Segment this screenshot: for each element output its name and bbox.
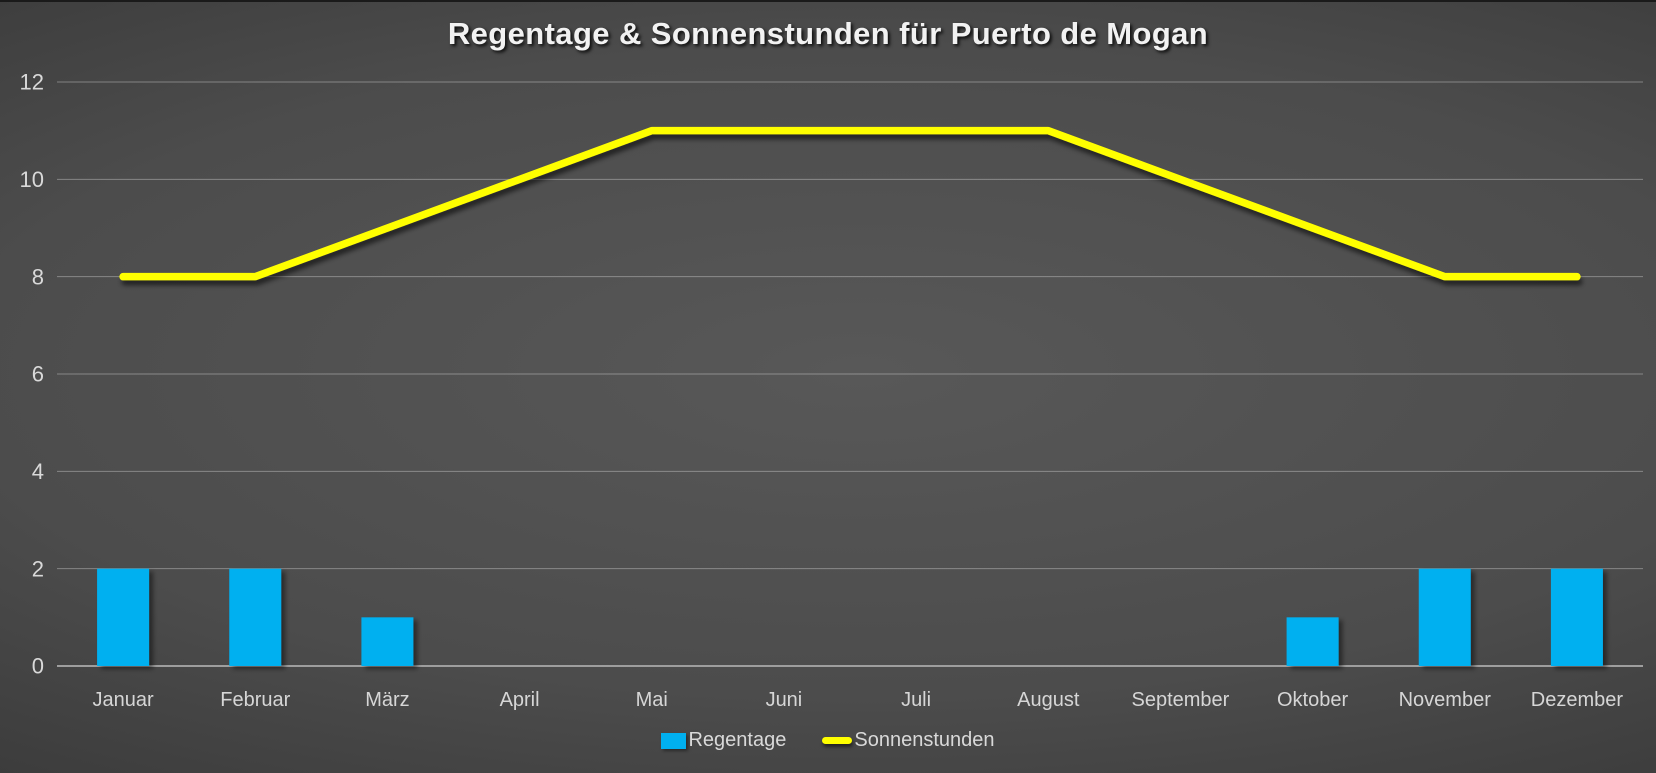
legend: Regentage Sonnenstunden (0, 729, 1656, 752)
y-tick-label-0: 0 (32, 654, 44, 679)
legend-item-regentage: Regentage (661, 729, 786, 752)
y-tick-label-2: 2 (32, 556, 44, 581)
bar-m-rz (361, 617, 414, 666)
legend-label-sonnenstunden: Sonnenstunden (854, 729, 995, 751)
x-label-juli: Juli (901, 689, 931, 711)
sonnenstunden-line-swatch (822, 737, 853, 744)
y-tick-label-12: 12 (20, 70, 44, 95)
regentage-bar-swatch (661, 732, 687, 749)
y-tick-label-8: 8 (32, 264, 44, 289)
chart-title: Regentage & Sonnenstunden für Puerto de … (447, 16, 1209, 51)
x-label-dezember: Dezember (1531, 689, 1624, 711)
x-label-oktober: Oktober (1277, 689, 1348, 711)
x-label-mai: Mai (636, 689, 668, 711)
bar-dezember (1550, 568, 1603, 666)
bar-november (1418, 568, 1471, 666)
y-tick-label-4: 4 (32, 459, 44, 484)
x-label-april: April (500, 689, 540, 711)
x-label-februar: Februar (220, 689, 290, 711)
y-axis-labels: 0 2 4 6 8 10 12 (20, 70, 44, 679)
legend-item-sonnenstunden: Sonnenstunden (822, 729, 995, 752)
gridlines (57, 81, 1643, 667)
bar-februar (229, 568, 282, 666)
x-label-november: November (1399, 689, 1492, 711)
line-sonnenstunden (119, 126, 1581, 281)
bar-series (97, 568, 1603, 666)
x-label-januar: Januar (93, 689, 154, 711)
y-tick-label-10: 10 (20, 167, 44, 192)
x-label-juni: Juni (766, 689, 803, 711)
x-axis-labels: Januar Februar März April Mai Juni Juli August S… (93, 689, 1624, 711)
x-label-september: September (1131, 689, 1229, 711)
x-label-m-rz: März (365, 689, 409, 711)
y-tick-label-6: 6 (32, 362, 44, 387)
line-series (119, 126, 1581, 281)
legend-label-regentage: Regentage (688, 729, 787, 751)
bar-oktober (1286, 617, 1339, 666)
bar-januar (97, 568, 150, 666)
x-label-august: August (1017, 689, 1080, 711)
